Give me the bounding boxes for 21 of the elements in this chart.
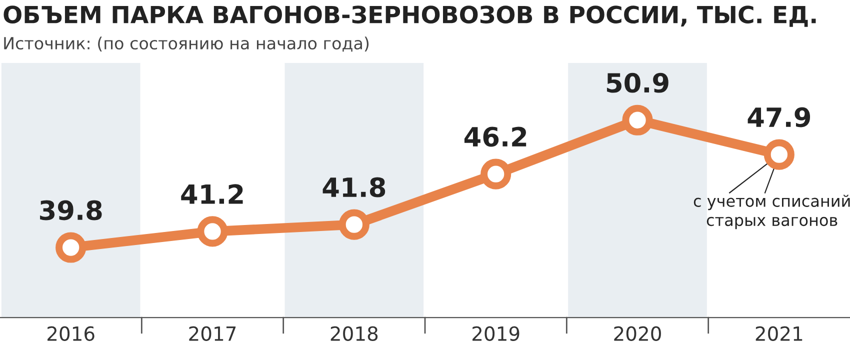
annotation: с учетом списаний старых вагонов <box>694 194 850 230</box>
x-tick-label: 2017 <box>189 326 236 341</box>
x-tick-label: 2021 <box>756 326 802 341</box>
chart-subtitle: Источник: (по состоянию на начало года) <box>4 36 369 52</box>
x-tick-label: 2016 <box>48 326 94 341</box>
x-tick-label: 2018 <box>330 326 378 341</box>
x-tick-label: 2020 <box>614 326 661 341</box>
point <box>764 139 794 170</box>
data-label: 41.2 <box>181 184 243 204</box>
data-label: 47.9 <box>748 107 810 128</box>
data-label: 39.8 <box>40 200 102 220</box>
x-tick-label: 2019 <box>472 326 520 341</box>
point <box>56 232 86 263</box>
data-label: 41.8 <box>322 177 386 198</box>
data-label: 46.2 <box>464 126 526 147</box>
point <box>622 104 653 136</box>
point <box>338 209 370 240</box>
chart-title: ОБЪЕМ ПАРКА ВАГОНОВ-ЗЕРНОВОЗОВ В РОССИИ, ТЫС. ЕД. <box>4 6 816 27</box>
point <box>197 216 228 247</box>
point <box>480 158 512 190</box>
data-label: 50.9 <box>606 72 668 93</box>
